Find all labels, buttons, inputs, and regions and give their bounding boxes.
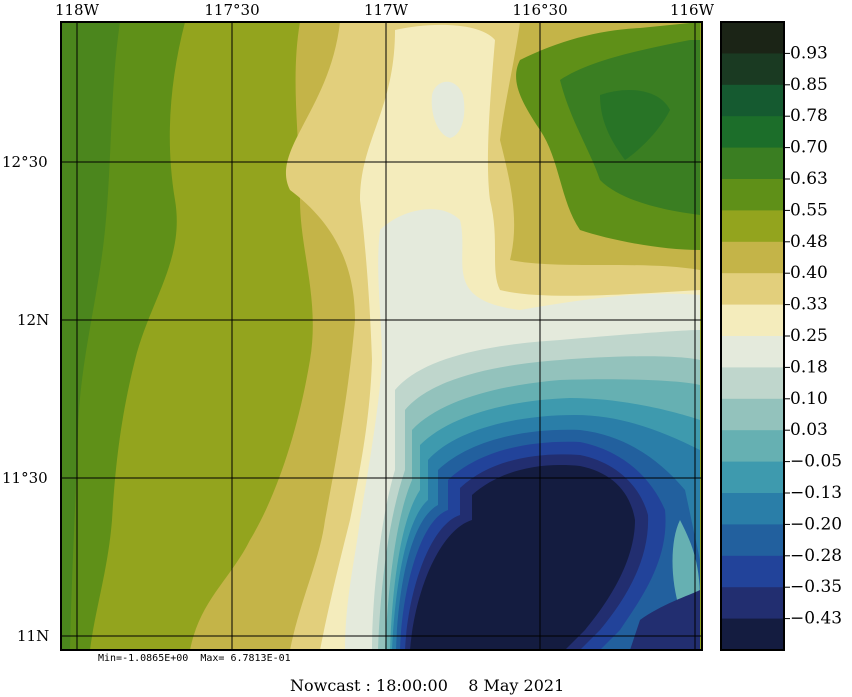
colorbar-label: 0.70 (790, 138, 828, 158)
colorbar-label: 0.18 (790, 357, 828, 377)
colorbar-label: 0.55 (790, 200, 828, 220)
colorbar-label: 0.40 (790, 263, 828, 283)
lon-label: 116W (670, 1, 715, 19)
colorbar-frame (720, 21, 785, 651)
colorbar-label: 0.93 (790, 43, 828, 63)
min-max-readout: Min=-1.0865E+00 Max= 6.7813E-01 (98, 653, 291, 664)
colorbar-swatch (721, 336, 784, 368)
colorbar-swatch (721, 367, 784, 400)
contour-fill (61, 22, 702, 650)
colorbar-label: −0.13 (790, 483, 842, 503)
colorbar-swatch (721, 524, 784, 557)
colorbar-swatch (721, 493, 784, 525)
colorbar-label: 0.48 (790, 232, 828, 252)
colorbar-swatch (721, 22, 784, 54)
nowcast-time-label: Nowcast : 18:00:00 8 May 2021 (290, 676, 565, 695)
lat-label: 11N (17, 627, 49, 645)
colorbar-swatch (721, 430, 784, 463)
colorbar: 0.93 0.85 0.78 0.70 0.63 0.55 0.48 0.40 0.33 0.25… (721, 22, 842, 651)
lon-label: 117°30 (204, 1, 259, 19)
colorbar-label: −0.20 (790, 514, 842, 534)
colorbar-label: 0.63 (790, 169, 828, 189)
colorbar-label: −0.28 (790, 546, 842, 566)
colorbar-swatch (721, 618, 784, 651)
colorbar-label: 0.25 (790, 326, 828, 346)
colorbar-swatch (721, 304, 784, 337)
colorbar-swatch (721, 398, 784, 431)
lat-label: 12°30 (2, 153, 48, 171)
colorbar-label: −0.43 (790, 609, 842, 629)
colorbar-label: −0.05 (790, 452, 842, 472)
colorbar-swatch (721, 461, 784, 494)
colorbar-label: 0.78 (790, 106, 828, 126)
lat-label: 12N (17, 311, 49, 329)
colorbar-label: 0.85 (790, 75, 828, 95)
lon-label: 118W (55, 1, 100, 19)
colorbar-swatch (721, 147, 784, 180)
colorbar-swatch (721, 273, 784, 306)
colorbar-label: 0.03 (790, 420, 828, 440)
colorbar-swatch (721, 241, 784, 274)
map-frame (60, 21, 703, 651)
colorbar-swatch (721, 53, 784, 86)
colorbar-swatch (721, 84, 784, 117)
colorbar-swatch (721, 210, 784, 243)
colorbar-label: −0.35 (790, 577, 842, 597)
lat-label: 11°30 (2, 469, 48, 487)
longitude-labels: 118W 117°30 117W 116°30 116W (55, 1, 715, 19)
colorbar-label: 0.10 (790, 389, 828, 409)
colorbar-label: 0.33 (790, 295, 828, 315)
colorbar-swatch (721, 555, 784, 588)
latitude-labels: 12°30 12N 11°30 11N (2, 153, 49, 645)
graticule (61, 22, 702, 650)
colorbar-swatch (721, 116, 784, 149)
lon-label: 116°30 (512, 1, 567, 19)
colorbar-swatch (721, 179, 784, 211)
colorbar-swatch (721, 587, 784, 620)
lon-label: 117W (364, 1, 409, 19)
